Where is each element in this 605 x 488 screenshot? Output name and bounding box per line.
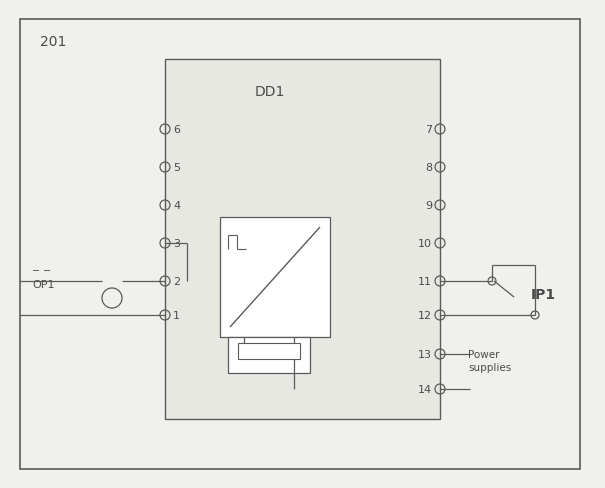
- Circle shape: [102, 288, 122, 308]
- Text: 11: 11: [418, 276, 432, 286]
- Bar: [165, 60, 440, 419]
- Bar: [220, 218, 330, 337]
- Bar: [228, 337, 310, 373]
- Text: 7: 7: [425, 125, 432, 135]
- Text: IP1: IP1: [531, 287, 556, 302]
- Text: Power
supplies: Power supplies: [468, 349, 511, 372]
- Text: 201: 201: [40, 35, 67, 49]
- Bar: [238, 343, 300, 359]
- Text: DD1: DD1: [255, 85, 285, 99]
- Text: 10: 10: [418, 239, 432, 248]
- Text: ─  ─: ─ ─: [32, 265, 50, 275]
- Text: 4: 4: [173, 201, 180, 210]
- Text: 13: 13: [418, 349, 432, 359]
- Text: 8: 8: [425, 163, 432, 173]
- Text: 9: 9: [425, 201, 432, 210]
- Text: 3: 3: [173, 239, 180, 248]
- Text: 14: 14: [418, 384, 432, 394]
- Text: OP1: OP1: [32, 280, 54, 289]
- Text: 5: 5: [173, 163, 180, 173]
- Text: 1: 1: [173, 310, 180, 320]
- Text: 12: 12: [418, 310, 432, 320]
- Text: 6: 6: [173, 125, 180, 135]
- Text: 2: 2: [173, 276, 180, 286]
